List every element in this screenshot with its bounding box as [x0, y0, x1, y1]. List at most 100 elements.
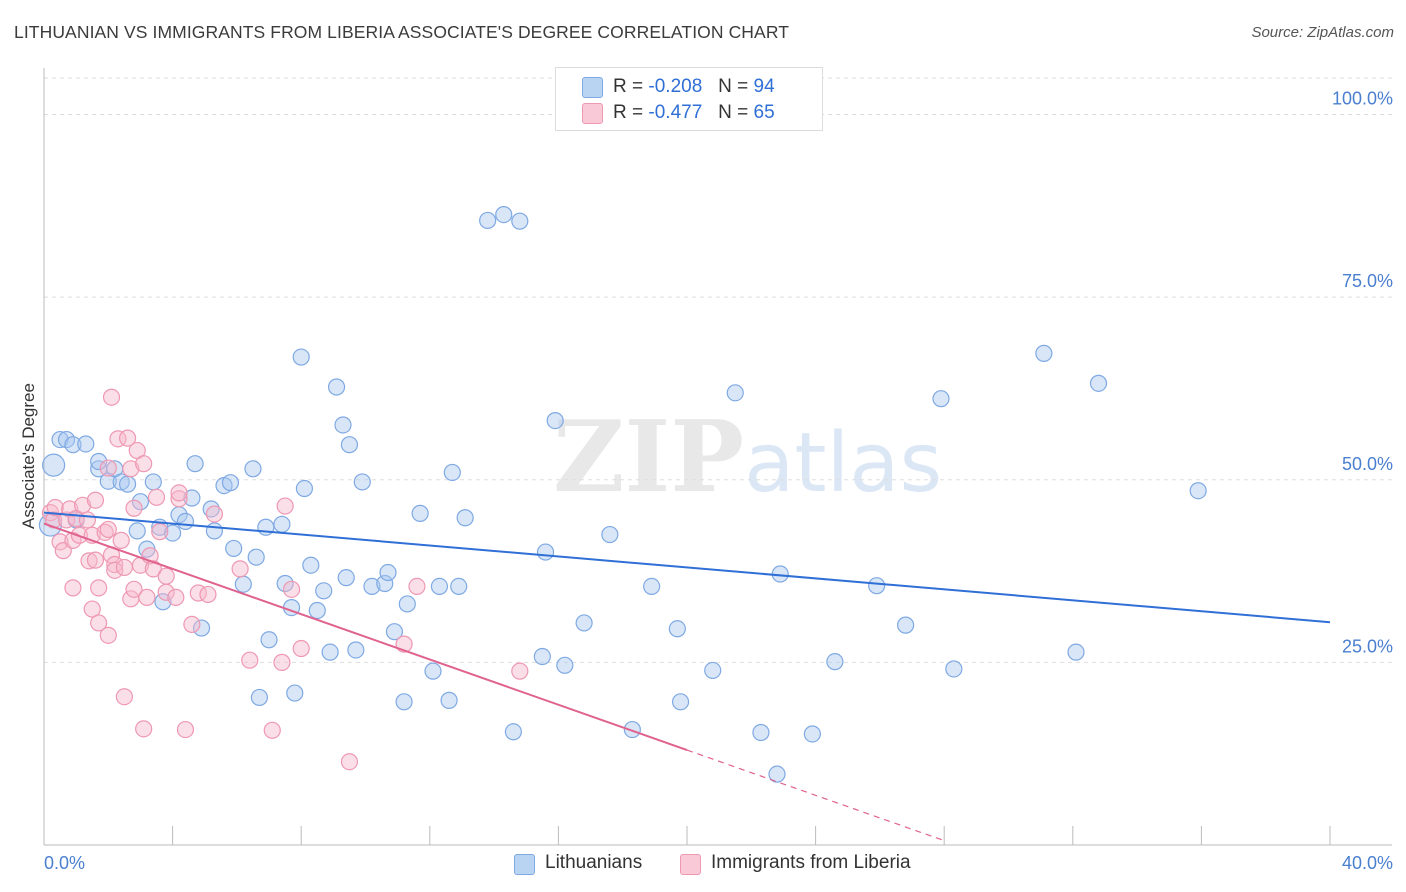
data-point-lithuanians — [340, 436, 359, 454]
data-point-lithuanians — [308, 601, 326, 620]
data-point-lithuanians — [546, 411, 564, 430]
data-point-liberia — [90, 614, 108, 632]
data-point-liberia — [83, 600, 101, 618]
data-point-liberia — [241, 651, 259, 669]
data-point-lithuanians — [273, 515, 291, 533]
data-point-lithuanians — [443, 463, 461, 482]
data-point-lithuanians — [205, 522, 223, 540]
data-point-lithuanians — [131, 493, 150, 511]
legend-text-liberia: R = -0.477 N = 65 — [613, 102, 775, 124]
data-point-liberia — [340, 753, 359, 771]
data-point-liberia — [99, 520, 117, 539]
data-point-lithuanians — [395, 693, 413, 711]
data-point-liberia — [86, 551, 105, 569]
legend-r-value: -0.208 — [648, 76, 703, 97]
data-point-liberia — [167, 588, 185, 606]
data-point-liberia — [80, 552, 98, 570]
x-tick-label: 40.0% — [1342, 853, 1393, 873]
y-tick-label: 75.0% — [1342, 271, 1393, 291]
watermark-atlas: atlas — [744, 416, 943, 511]
data-point-lithuanians — [202, 500, 220, 518]
data-point-liberia — [176, 720, 195, 739]
data-point-lithuanians — [64, 436, 82, 454]
data-point-liberia — [151, 523, 169, 541]
data-point-lithuanians — [176, 512, 195, 530]
data-point-liberia — [125, 499, 143, 517]
liberia-points — [41, 388, 529, 771]
data-point-lithuanians — [643, 577, 661, 596]
data-point-lithuanians — [295, 479, 314, 498]
data-point-liberia — [115, 558, 133, 577]
data-point-lithuanians — [315, 582, 333, 600]
data-point-lithuanians — [260, 631, 278, 649]
x-tick-label: 0.0% — [44, 853, 85, 873]
data-point-lithuanians — [868, 577, 886, 595]
data-point-liberia — [276, 497, 294, 515]
watermark-zip: ZIP — [553, 400, 745, 515]
bottom-swatch-pink — [680, 854, 701, 875]
data-point-lithuanians — [334, 416, 352, 434]
data-point-lithuanians — [826, 653, 844, 671]
y-axis-label: Associate's Degree — [19, 383, 38, 529]
legend-swatch-pink — [582, 103, 603, 124]
data-point-lithuanians — [456, 509, 474, 527]
trend-line-lithuanians — [43, 511, 1331, 624]
bottom-legend-label: Immigrants from Liberia — [711, 852, 911, 873]
data-point-liberia — [115, 688, 133, 706]
data-point-lithuanians — [183, 489, 201, 507]
data-point-liberia — [292, 639, 310, 658]
data-point-liberia — [157, 567, 175, 585]
data-point-liberia — [102, 388, 121, 406]
data-point-lithuanians — [77, 435, 95, 453]
data-point-lithuanians — [752, 723, 770, 742]
data-point-lithuanians — [536, 543, 555, 561]
data-point-liberia — [109, 430, 127, 448]
data-point-liberia — [86, 491, 105, 509]
data-point-liberia — [61, 500, 79, 518]
data-point-lithuanians — [192, 619, 211, 637]
data-point-liberia — [51, 533, 69, 551]
data-point-lithuanians — [321, 643, 339, 661]
trend-lines — [43, 511, 1331, 842]
y-tick-label: 25.0% — [1342, 636, 1393, 656]
data-point-lithuanians — [1189, 482, 1207, 500]
data-point-lithuanians — [128, 522, 146, 540]
legend-n-value: 94 — [753, 76, 775, 97]
data-point-liberia — [144, 560, 162, 578]
data-point-liberia — [64, 579, 82, 597]
data-point-liberia — [263, 721, 281, 739]
data-point-lithuanians — [225, 539, 243, 558]
data-point-lithuanians — [450, 577, 468, 596]
data-point-lithuanians — [704, 661, 722, 680]
data-point-lithuanians — [42, 453, 66, 477]
data-point-lithuanians — [337, 569, 355, 587]
data-point-liberia — [96, 523, 114, 541]
tick-labels: 25.0% 50.0% 75.0% 100.0% 0.0% 40.0% — [44, 89, 1393, 873]
legend-n-label: N = — [718, 102, 749, 123]
data-point-liberia — [99, 459, 117, 477]
data-point-lithuanians — [932, 390, 950, 408]
data-point-liberia — [99, 626, 117, 644]
data-point-liberia — [170, 484, 188, 502]
data-point-lithuanians — [671, 693, 690, 711]
data-point-liberia — [125, 580, 143, 598]
data-point-lithuanians — [533, 647, 551, 666]
data-point-liberia — [78, 511, 97, 529]
data-point-lithuanians — [601, 525, 619, 544]
data-point-lithuanians — [1035, 344, 1053, 362]
data-point-liberia — [112, 531, 130, 549]
data-point-lithuanians — [440, 691, 458, 709]
data-point-lithuanians — [234, 575, 252, 593]
data-point-lithuanians — [276, 574, 294, 593]
data-point-lithuanians — [479, 211, 497, 230]
bottom-swatch-blue — [514, 854, 535, 875]
legend-n-label: N = — [718, 76, 749, 97]
data-point-lithuanians — [118, 475, 137, 493]
data-point-lithuanians — [376, 574, 394, 593]
data-point-liberia — [106, 555, 124, 574]
data-point-lithuanians — [575, 614, 593, 632]
data-point-lithuanians — [504, 723, 522, 741]
data-point-lithuanians — [327, 378, 346, 396]
data-point-lithuanians — [945, 660, 963, 678]
